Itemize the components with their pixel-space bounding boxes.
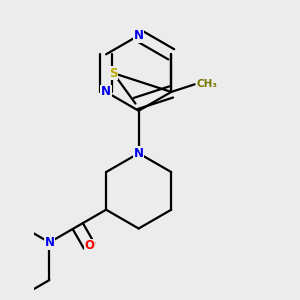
Text: S: S: [109, 67, 118, 80]
Text: CH₃: CH₃: [196, 79, 217, 89]
Text: N: N: [44, 236, 54, 249]
Text: O: O: [84, 239, 94, 252]
Text: N: N: [134, 29, 144, 42]
Text: N: N: [134, 147, 144, 160]
Text: N: N: [101, 85, 111, 98]
